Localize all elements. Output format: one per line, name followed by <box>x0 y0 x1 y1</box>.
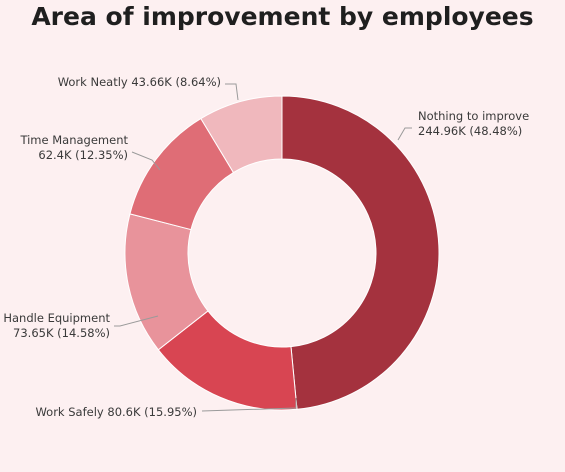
leader-line-time-management <box>131 151 161 171</box>
leader-line-nothing-to-improve <box>397 127 412 141</box>
leader-line-handle-equipment <box>114 315 159 327</box>
data-label-line: 62.4K (12.35%) <box>38 148 128 162</box>
data-label-line: Time Management <box>19 133 128 147</box>
data-label-nothing-to-improve: Nothing to improve 244.96K (48.48%) <box>418 109 529 138</box>
data-label-handle-equipment: Handle Equipment 73.65K (14.58%) <box>3 311 110 340</box>
data-label-line: Nothing to improve <box>418 109 529 123</box>
leader-line-work-neatly <box>225 83 239 101</box>
data-label-work-neatly: Work Neatly 43.66K (8.64%) <box>58 75 221 89</box>
data-label-line: Work Neatly 43.66K (8.64%) <box>58 75 221 89</box>
data-label-work-safely: Work Safely 80.6K (15.95%) <box>35 405 197 419</box>
chart-title: Area of improvement by employees <box>31 2 534 31</box>
data-label-line: 244.96K (48.48%) <box>418 124 522 138</box>
leader-line-work-safely <box>201 398 297 412</box>
data-label-time-management: Time Management 62.4K (12.35%) <box>19 133 128 162</box>
slice-nothing-to-improve[interactable] <box>281 95 440 410</box>
slice-work-neatly[interactable] <box>200 95 283 174</box>
data-label-line: Handle Equipment <box>3 311 110 325</box>
data-label-line: Work Safely 80.6K (15.95%) <box>35 405 197 419</box>
data-label-line: 73.65K (14.58%) <box>13 326 110 340</box>
